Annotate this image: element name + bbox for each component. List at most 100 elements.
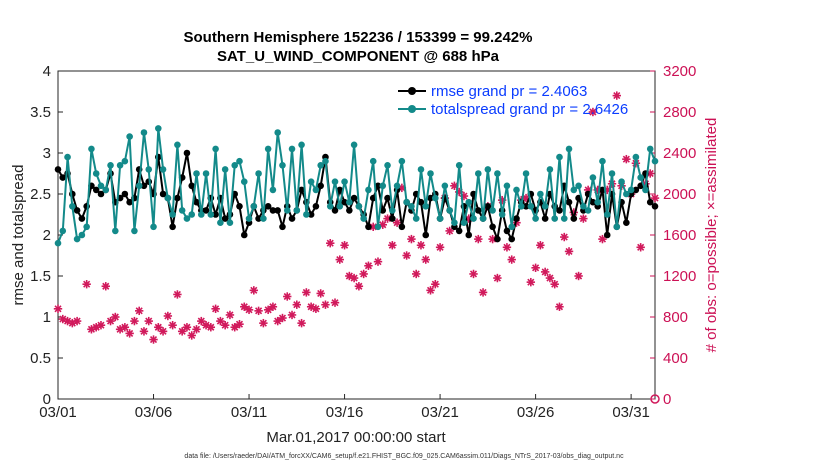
y-ticks-right: 0 400 800 1200 1600 2000 2400 2800 3200: [650, 63, 696, 408]
obs-point: [139, 327, 149, 336]
totalspread-point: [369, 157, 377, 165]
rmse-point: [350, 194, 358, 202]
obs-point: [192, 325, 201, 334]
obs-point: [340, 241, 349, 250]
totalspread-point: [623, 190, 630, 198]
obs-point: [220, 321, 230, 330]
totalspread-point: [613, 223, 621, 231]
totalspread-point: [116, 162, 124, 169]
totalspread-point: [551, 215, 559, 222]
totalspread-point: [217, 219, 224, 226]
totalspread-point: [322, 157, 329, 165]
obs-point: [507, 255, 516, 264]
obs-point: [388, 241, 397, 250]
obs-point: [225, 310, 235, 320]
y-tick-label-left: 0: [43, 391, 51, 408]
totalspread-point: [269, 186, 277, 194]
y-tick-label-right: 0: [663, 391, 671, 408]
totalspread-point: [560, 215, 568, 222]
rmse-point: [570, 215, 578, 222]
totalspread-point: [393, 182, 401, 190]
totalspread-point: [498, 211, 506, 218]
totalspread-point: [532, 215, 539, 222]
totalspread-point: [112, 227, 119, 235]
obs-point: [292, 300, 301, 309]
totalspread-point: [202, 170, 210, 177]
totalspread-point: [412, 215, 420, 222]
totalspread-point: [92, 170, 100, 177]
rmse-point: [298, 186, 305, 194]
totalspread-point: [350, 141, 358, 149]
obs-point: [130, 316, 139, 326]
y-tick-label-right: 800: [663, 309, 688, 326]
totalspread-point: [589, 174, 597, 181]
obs-point: [311, 304, 321, 313]
totalspread-point: [288, 145, 296, 153]
obs-point: [550, 280, 559, 289]
rmse-point: [255, 215, 262, 222]
obs-point: [373, 257, 383, 266]
totalspread-point: [126, 133, 133, 140]
totalspread-point: [398, 157, 406, 165]
obs-point: [211, 304, 220, 313]
obs-point: [163, 311, 173, 321]
obs-point: [359, 269, 368, 279]
totalspread-point: [346, 198, 353, 206]
obs-point: [316, 289, 325, 298]
obs-point: [445, 226, 454, 236]
obs-point: [431, 280, 440, 289]
totalspread-point: [279, 162, 286, 169]
rmse-point: [513, 215, 520, 222]
rmse-point: [188, 182, 196, 190]
obs-point: [149, 335, 158, 344]
obs-point: [53, 304, 63, 313]
rmse-point: [97, 190, 105, 198]
x-tick-label: 03/26: [517, 404, 555, 421]
rmse-point: [398, 223, 406, 231]
obs-point: [564, 247, 574, 256]
rmse-point: [183, 149, 191, 157]
y-tick-label-right: 2400: [663, 145, 696, 162]
totalspread-point: [240, 178, 248, 185]
totalspread-point: [260, 215, 267, 222]
rmse-point: [159, 190, 167, 198]
totalspread-point: [326, 203, 334, 210]
obs-assimilated-series: [53, 91, 660, 404]
rmse-point: [494, 235, 501, 243]
totalspread-point: [197, 211, 205, 218]
obs-point: [120, 323, 130, 332]
obs-point: [173, 290, 182, 299]
chart-title: Southern Hemisphere 152236 / 153399 = 99…: [184, 29, 533, 46]
totalspread-point: [360, 215, 367, 222]
rmse-point: [312, 203, 320, 210]
y-tick-label-right: 1200: [663, 268, 696, 285]
totalspread-point: [427, 170, 434, 177]
totalspread-point: [408, 203, 415, 210]
totalspread-point: [651, 157, 659, 165]
totalspread-point: [331, 178, 339, 185]
rmse-point: [279, 223, 286, 231]
totalspread-point: [341, 178, 348, 185]
obs-point: [402, 251, 411, 260]
obs-point: [168, 321, 177, 330]
obs-point: [278, 313, 287, 323]
rmse-point: [646, 198, 654, 206]
totalspread-point: [374, 223, 382, 231]
y-tick-label-right: 2000: [663, 186, 696, 203]
obs-point: [354, 282, 364, 291]
footnote: data file: /Users/raeder/DAI/ATM_forcXX/…: [184, 453, 624, 460]
obs-point: [101, 282, 110, 291]
rmse-point: [307, 211, 315, 218]
totalspread-point: [556, 153, 563, 161]
totalspread-point: [207, 211, 215, 218]
rmse-point: [212, 211, 219, 218]
rmse-point: [317, 182, 324, 190]
obs-point: [588, 107, 598, 117]
totalspread-point: [59, 227, 67, 235]
rmse-point: [623, 219, 630, 226]
rmse-point: [264, 203, 272, 210]
totalspread-point: [436, 215, 444, 222]
rmse-point: [126, 198, 133, 206]
totalspread-point: [460, 219, 468, 226]
